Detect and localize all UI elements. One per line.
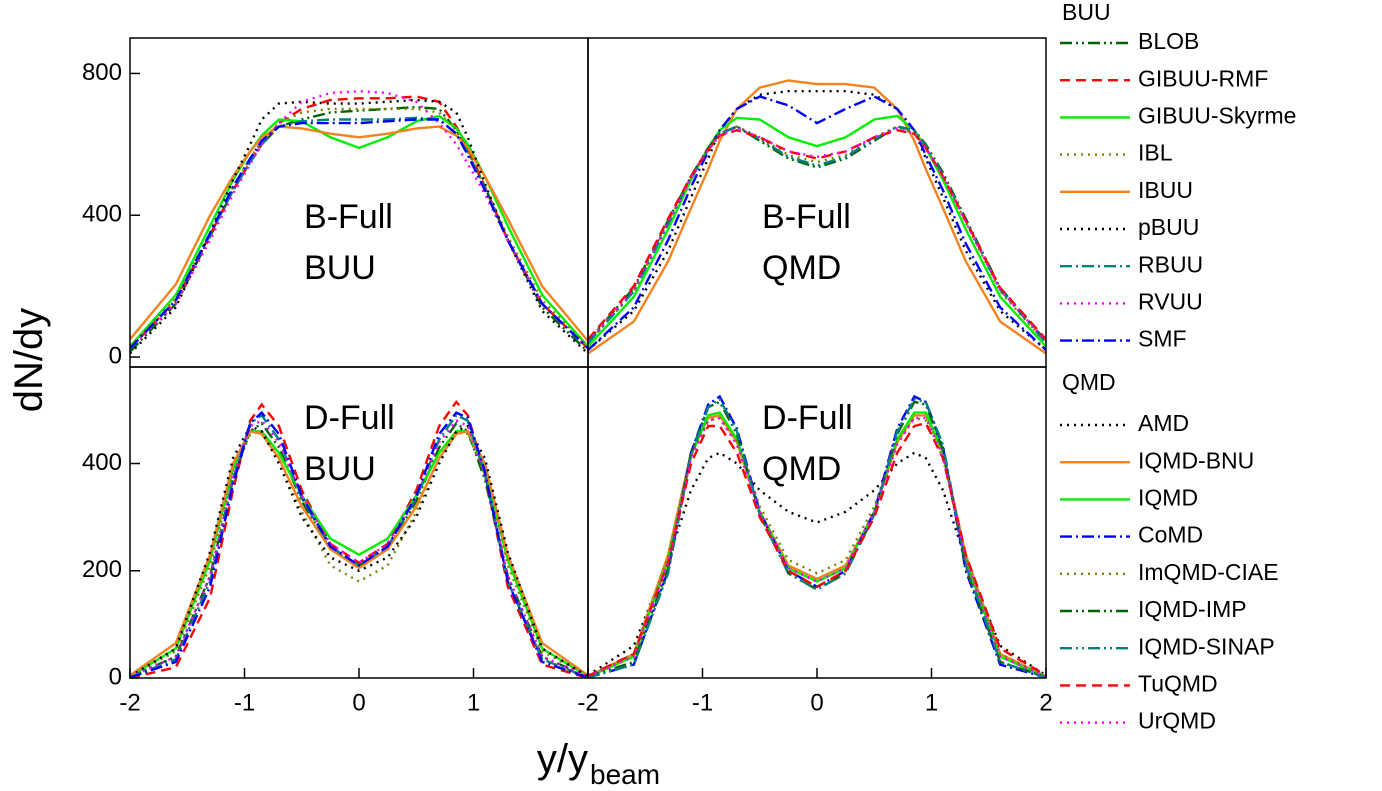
- plot-area: [588, 394, 1046, 678]
- x-tick-label: -1: [692, 689, 713, 716]
- panel-label: QMD: [762, 249, 841, 287]
- y-tick-label: 400: [82, 201, 122, 228]
- series-line: [588, 397, 1046, 678]
- x-tick-label: 0: [352, 689, 365, 716]
- x-tick-label: 1: [467, 689, 480, 716]
- series-line: [588, 90, 1046, 351]
- x-tick-label: 2: [1039, 689, 1052, 716]
- legend-label: IBL: [1138, 140, 1173, 166]
- series-line: [130, 118, 588, 350]
- plot-area: [588, 79, 1046, 355]
- series-line: [588, 79, 1046, 355]
- series-line: [588, 127, 1046, 342]
- y-axis-label: dN/dy: [7, 308, 51, 413]
- legend-label: pBUU: [1138, 214, 1199, 240]
- y-tick-label: 800: [82, 59, 122, 86]
- legend-title: BUU: [1062, 0, 1111, 25]
- y-tick-label: 0: [109, 342, 122, 369]
- x-tick-label: -2: [577, 689, 598, 716]
- legend-label: IQMD-SINAP: [1138, 633, 1275, 659]
- panel-label: D-Full: [762, 399, 853, 437]
- series-line: [130, 429, 588, 678]
- y-tick-label: 400: [82, 449, 122, 476]
- series-line: [588, 421, 1046, 677]
- legend-label: BLOB: [1138, 28, 1199, 54]
- x-axis-label-sub: beam: [590, 759, 660, 790]
- legend-label: IQMD-IMP: [1138, 596, 1247, 622]
- series-line: [130, 399, 588, 678]
- legend-label: AMD: [1138, 410, 1189, 436]
- legend-label: UrQMD: [1138, 708, 1216, 734]
- legend-label: SMF: [1138, 326, 1187, 352]
- series-line: [130, 424, 588, 678]
- legend-label: IQMD: [1138, 484, 1198, 510]
- legend-label: IBUU: [1138, 177, 1193, 203]
- series-line: [588, 400, 1046, 678]
- legend-label: GIBUU-RMF: [1138, 65, 1268, 91]
- plot-area: [130, 89, 588, 355]
- panel-label: QMD: [762, 450, 841, 488]
- legend-label: RBUU: [1138, 251, 1203, 277]
- series-line: [130, 98, 588, 355]
- y-tick-label: 200: [82, 556, 122, 583]
- panel-label: B-Full: [304, 198, 393, 236]
- plot-area: [130, 399, 588, 678]
- panel-label: D-Full: [304, 399, 395, 437]
- x-axis-label: y/y: [537, 737, 588, 781]
- legend-label: RVUU: [1138, 288, 1203, 314]
- legend-label: GIBUU-Skyrme: [1138, 102, 1296, 128]
- series-line: [130, 410, 588, 678]
- panel-label: B-Full: [762, 198, 851, 236]
- series-line: [130, 429, 588, 677]
- series-line: [588, 114, 1046, 348]
- y-tick-label: 0: [109, 663, 122, 690]
- panel-label: BUU: [304, 249, 376, 287]
- legend-label: CoMD: [1138, 522, 1203, 548]
- x-tick-label: -1: [234, 689, 255, 716]
- legend-label: TuQMD: [1138, 670, 1218, 696]
- series-line: [588, 416, 1046, 678]
- x-tick-label: 0: [810, 689, 823, 716]
- series-line: [130, 125, 588, 342]
- panel-label: BUU: [304, 450, 376, 488]
- x-tick-label: -2: [119, 689, 140, 716]
- x-tick-label: 1: [925, 689, 938, 716]
- legend-label: IQMD-BNU: [1138, 447, 1254, 473]
- legend-title: QMD: [1062, 369, 1116, 395]
- legend-label: ImQMD-CIAE: [1138, 559, 1279, 585]
- series-line: [588, 95, 1046, 351]
- series-line: [588, 394, 1046, 678]
